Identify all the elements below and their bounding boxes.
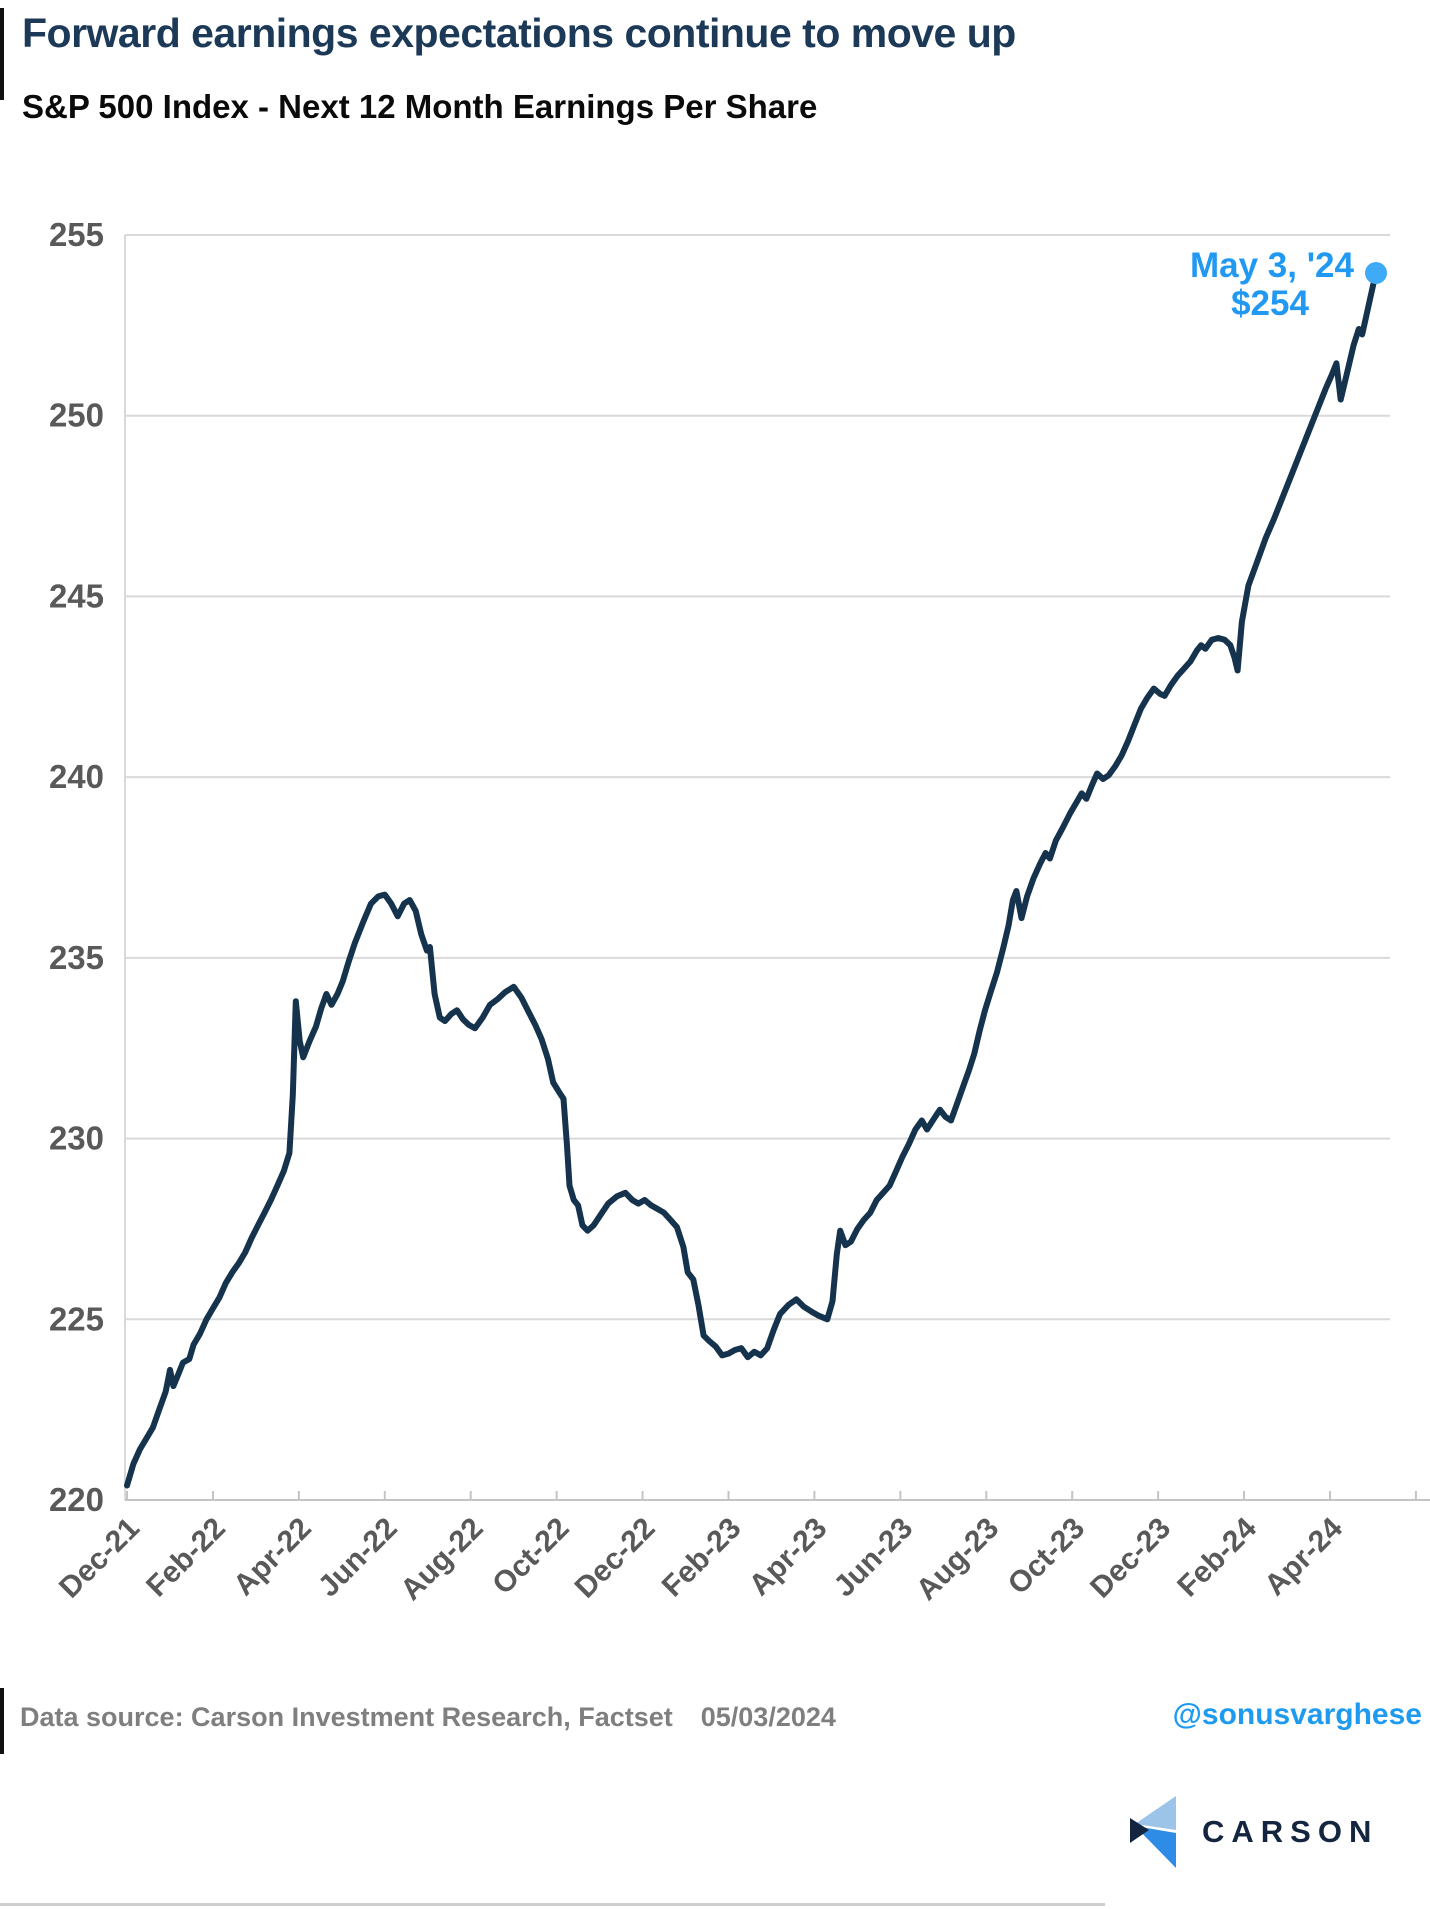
- y-axis-tick-label: 220: [49, 1481, 104, 1518]
- axes-layer: [124, 235, 1430, 1501]
- social-handle-link[interactable]: @sonusvarghese: [1172, 1698, 1422, 1731]
- carson-logo: CARSON: [1130, 1796, 1378, 1868]
- x-axis-tick-label: Jun-22: [312, 1512, 404, 1604]
- gridlines-layer: [125, 234, 1390, 1321]
- y-axis-tick-label: 250: [49, 397, 104, 434]
- axis-labels-layer: 220225230235240245250255Dec-21Feb-22Apr-…: [49, 216, 1349, 1607]
- x-axis-tick-label: Feb-23: [656, 1512, 748, 1604]
- x-axis-tick-label: Dec-23: [1084, 1512, 1177, 1605]
- x-axis-tick-label: Aug-23: [910, 1512, 1005, 1607]
- carson-logo-icon: [1130, 1796, 1176, 1868]
- data-source-date: 05/03/2024: [700, 1702, 836, 1732]
- carson-logo-text: CARSON: [1202, 1814, 1379, 1849]
- y-axis-tick-label: 245: [49, 577, 104, 614]
- x-axis-tick-label: Apr-22: [227, 1512, 318, 1603]
- y-axis-tick-label: 255: [49, 216, 104, 253]
- x-axis-tick-label: Dec-21: [53, 1512, 146, 1605]
- x-axis-tick-label: Feb-24: [1171, 1511, 1263, 1603]
- x-axis-tick-label: Aug-22: [394, 1512, 489, 1607]
- data-source-label: Data source: Carson Investment Research,…: [20, 1702, 673, 1732]
- annotation-value-label: $254: [1231, 284, 1309, 323]
- x-axis-tick-label: Dec-22: [569, 1512, 662, 1605]
- page-title: Forward earnings expectations continue t…: [22, 10, 1016, 56]
- eps-line: [124, 270, 1379, 1489]
- chart-subtitle: S&P 500 Index - Next 12 Month Earnings P…: [22, 88, 818, 125]
- x-axis-tick-label: Oct-23: [1002, 1512, 1091, 1601]
- x-axis-tick-label: Jun-23: [828, 1512, 920, 1604]
- bottom-divider: [0, 1903, 1105, 1906]
- x-axis-tick-label: Apr-24: [1258, 1511, 1349, 1602]
- y-axis-tick-label: 235: [49, 939, 104, 976]
- x-axis-tick-label: Apr-23: [743, 1512, 834, 1603]
- annotation-date-label: May 3, '24: [1190, 246, 1355, 285]
- y-axis-tick-label: 240: [49, 758, 104, 795]
- title-accent-bar: [0, 8, 4, 100]
- y-axis-tick-label: 225: [49, 1300, 104, 1337]
- footer-accent-bar: [0, 1688, 4, 1754]
- latest-point-marker: [1365, 262, 1387, 284]
- data-source-note: Data source: Carson Investment Research,…: [20, 1702, 920, 1733]
- y-axis-tick-label: 230: [49, 1120, 104, 1157]
- x-axis-tick-label: Feb-22: [140, 1512, 232, 1604]
- x-axis-tick-label: Oct-22: [486, 1512, 575, 1601]
